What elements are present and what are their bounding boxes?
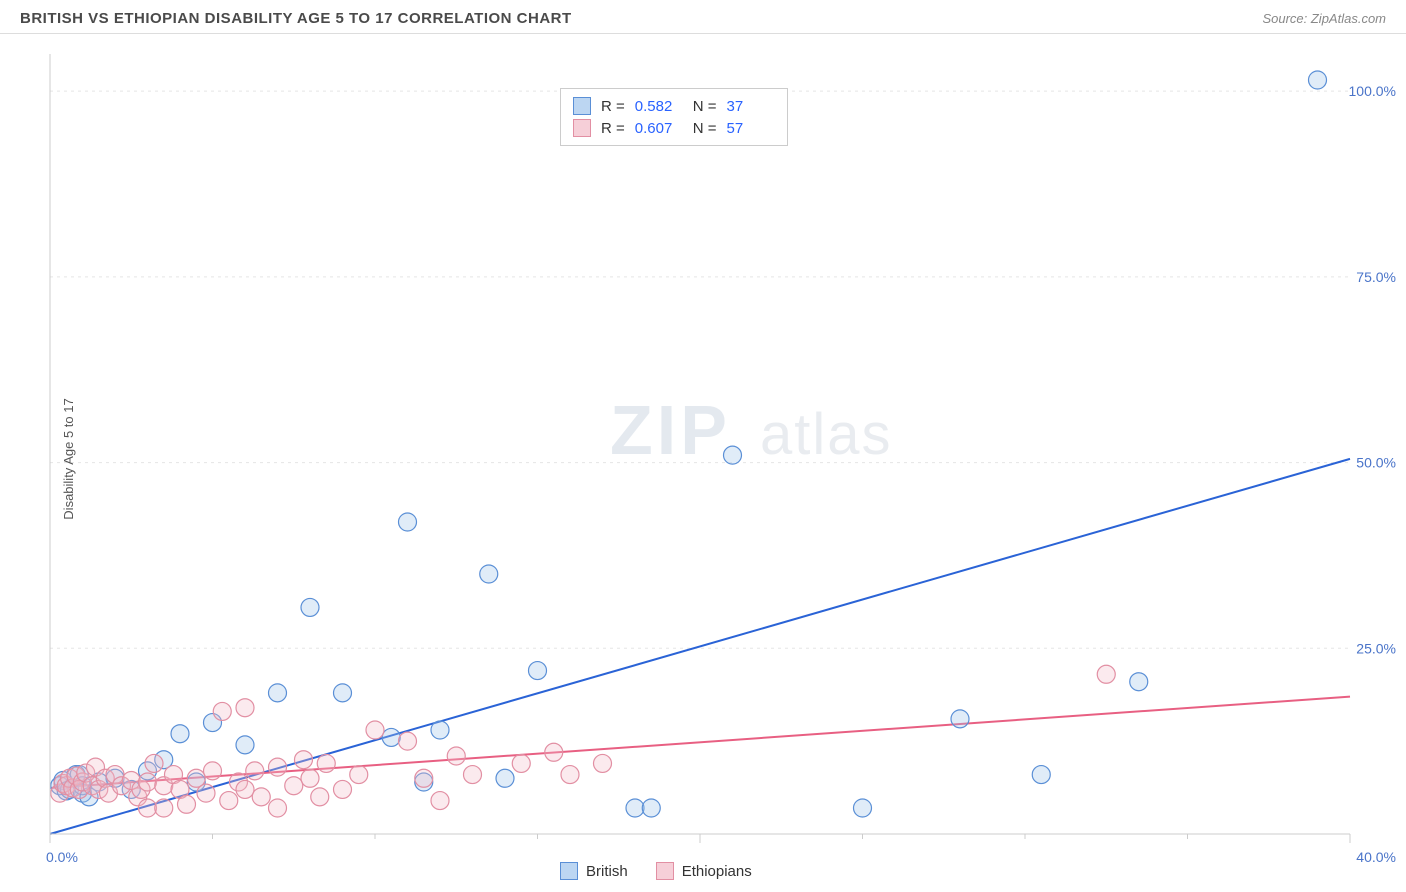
watermark-atlas: atlas — [760, 402, 893, 467]
legend-item: Ethiopians — [656, 862, 752, 880]
r-value: 0.607 — [635, 120, 683, 137]
watermark-zip: ZIP — [610, 391, 731, 469]
legend-label: Ethiopians — [682, 863, 752, 880]
chart-area: Disability Age 5 to 17 ZIP atlas 25.0% 50… — [0, 34, 1406, 884]
legend-swatch-ethiopians — [656, 862, 674, 880]
svg-text:40.0%: 40.0% — [1356, 849, 1396, 865]
scatter-chart: ZIP atlas 25.0% 50.0% 75.0% 100.0% 0.0% 40.0% — [0, 34, 1406, 884]
n-value: 57 — [727, 120, 775, 137]
legend-item: British — [560, 862, 628, 880]
legend-label: British — [586, 863, 628, 880]
svg-text:25.0%: 25.0% — [1356, 640, 1396, 656]
svg-text:75.0%: 75.0% — [1356, 269, 1396, 285]
svg-text:50.0%: 50.0% — [1356, 455, 1396, 471]
correlation-legend: R = 0.582 N = 37 R = 0.607 N = 57 — [560, 88, 788, 146]
r-value: 0.582 — [635, 98, 683, 115]
chart-header: BRITISH VS ETHIOPIAN DISABILITY AGE 5 TO… — [0, 0, 1406, 34]
legend-swatch-british — [560, 862, 578, 880]
series-legend: British Ethiopians — [560, 862, 752, 880]
chart-source: Source: ZipAtlas.com — [1262, 11, 1386, 26]
legend-swatch-ethiopians — [573, 119, 591, 137]
r-label: R = — [601, 120, 625, 137]
correlation-row: R = 0.607 N = 57 — [573, 117, 775, 139]
r-label: R = — [601, 98, 625, 115]
chart-title: BRITISH VS ETHIOPIAN DISABILITY AGE 5 TO… — [20, 10, 572, 27]
svg-text:100.0%: 100.0% — [1349, 83, 1396, 99]
n-label: N = — [693, 120, 717, 137]
legend-swatch-british — [573, 97, 591, 115]
y-axis-label: Disability Age 5 to 17 — [61, 398, 76, 519]
n-value: 37 — [727, 98, 775, 115]
n-label: N = — [693, 98, 717, 115]
correlation-row: R = 0.582 N = 37 — [573, 95, 775, 117]
svg-text:0.0%: 0.0% — [46, 849, 78, 865]
